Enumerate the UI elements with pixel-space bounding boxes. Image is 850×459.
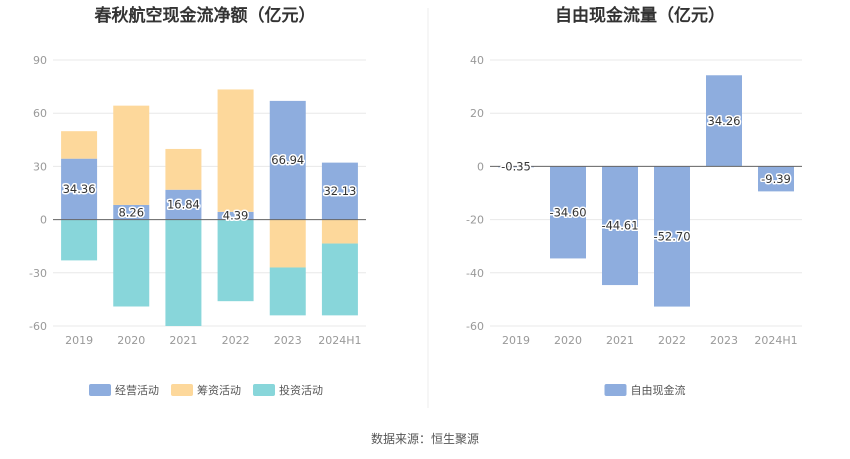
legend-swatch <box>604 384 627 396</box>
free-cash-flow-chart: 自由现金流量（亿元） 40 20 0 -20 -40 -60 2019 2020 2021 20… <box>466 5 802 397</box>
bar <box>706 75 742 167</box>
data-label: 16.84 <box>167 198 200 212</box>
y-tick-label: 90 <box>33 54 47 67</box>
y-tick-label: 20 <box>470 107 484 120</box>
bar <box>61 158 98 220</box>
legend-swatch <box>253 384 275 396</box>
legend-swatch <box>171 384 193 396</box>
y-tick-label: 60 <box>33 107 47 120</box>
cash-flow-net-chart: 春秋航空现金流净额（亿元） 90 60 30 0 -30 -60 2019 2020 2021… <box>29 5 366 397</box>
data-label: 66.94 <box>271 153 304 167</box>
data-label: -0.35 <box>501 159 531 173</box>
data-label: 8.26 <box>118 205 144 219</box>
bar <box>269 219 306 268</box>
y-tick-label: -40 <box>466 267 484 280</box>
x-tick-label: 2024H1 <box>754 334 797 347</box>
data-label: 4.39 <box>223 209 249 223</box>
bar <box>654 166 690 307</box>
bar <box>217 89 254 212</box>
y-tick-label: 0 <box>40 214 47 227</box>
y-tick-label: -30 <box>29 267 47 280</box>
chart1-legend: 经营活动 筹资活动 投资活动 <box>89 383 323 397</box>
y-tick-label: 0 <box>477 160 484 173</box>
data-label: -34.60 <box>549 205 586 219</box>
y-tick-label: 30 <box>33 160 47 173</box>
data-label: -9.39 <box>761 172 791 186</box>
bar <box>217 219 254 302</box>
bar <box>758 166 794 192</box>
bar <box>113 105 150 205</box>
bar <box>269 267 306 316</box>
legend-swatch <box>89 384 111 396</box>
legend-label: 经营活动 <box>115 383 159 397</box>
x-tick-label: 2022 <box>222 334 250 347</box>
x-tick-label: 2023 <box>274 334 302 347</box>
bar <box>61 219 98 261</box>
bar <box>269 100 306 220</box>
y-tick-label: -60 <box>466 320 484 333</box>
chart2-legend: 自由现金流 <box>604 383 686 397</box>
data-label: -44.61 <box>601 219 638 233</box>
bar <box>165 148 202 190</box>
x-tick-label: 2019 <box>502 334 530 347</box>
bar <box>321 162 358 220</box>
legend-label: 投资活动 <box>279 383 323 397</box>
data-label: 32.13 <box>323 184 356 198</box>
chart1-title: 春秋航空现金流净额（亿元） <box>95 5 316 26</box>
data-label: 34.36 <box>63 182 96 196</box>
bar <box>550 166 586 259</box>
data-source: 数据来源：恒生聚源 <box>371 431 479 446</box>
bar <box>165 219 202 326</box>
y-tick-label: -60 <box>29 320 47 333</box>
data-label: -52.70 <box>653 229 690 243</box>
y-tick-label: -20 <box>466 214 484 227</box>
x-tick-label: 2019 <box>65 334 93 347</box>
x-tick-label: 2020 <box>117 334 145 347</box>
y-tick-label: 40 <box>470 54 484 67</box>
bar <box>602 166 638 286</box>
bar <box>321 243 358 316</box>
x-tick-label: 2020 <box>554 334 582 347</box>
x-tick-label: 2023 <box>710 334 738 347</box>
chart2-title: 自由现金流量（亿元） <box>555 5 725 26</box>
x-tick-label: 2021 <box>169 334 197 347</box>
x-tick-label: 2021 <box>606 334 634 347</box>
bar <box>113 219 150 307</box>
bar <box>217 211 254 220</box>
x-tick-label: 2024H1 <box>318 334 361 347</box>
bar <box>321 219 358 244</box>
bar <box>165 189 202 220</box>
bar <box>113 204 150 220</box>
x-tick-label: 2022 <box>658 334 686 347</box>
legend-label: 自由现金流 <box>631 383 686 397</box>
legend-label: 筹资活动 <box>197 383 241 397</box>
data-label: 34.26 <box>708 114 741 128</box>
bar <box>61 131 98 159</box>
